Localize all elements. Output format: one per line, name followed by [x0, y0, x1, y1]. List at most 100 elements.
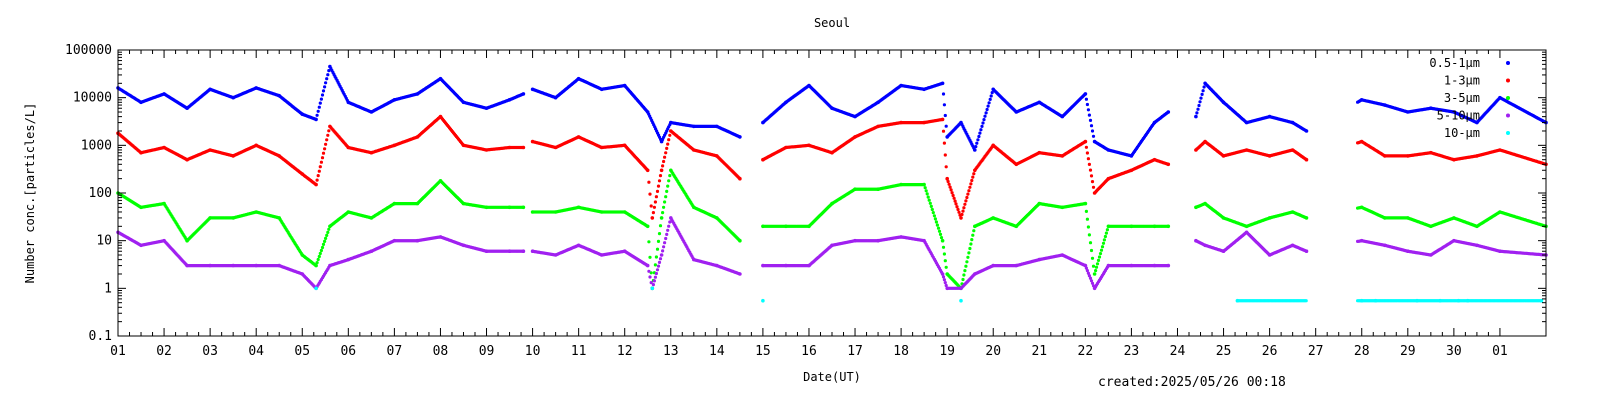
data-point [936, 226, 941, 230]
data-point [661, 164, 665, 168]
data-point [654, 255, 659, 259]
data-point [1085, 102, 1089, 107]
data-point [928, 201, 932, 205]
data-point [944, 124, 948, 128]
data-point [668, 133, 672, 137]
data-point [1088, 168, 1093, 172]
data-point [1220, 99, 1225, 103]
data-point [942, 252, 947, 256]
data-point [664, 151, 668, 155]
data-point [967, 251, 971, 255]
data-point [666, 228, 670, 232]
data-point [942, 103, 947, 107]
data-point [939, 236, 944, 240]
series-1 [116, 114, 1548, 220]
data-point [954, 202, 958, 206]
data-point [1194, 114, 1198, 119]
data-point [656, 264, 661, 268]
data-point [665, 189, 669, 193]
data-point [653, 275, 658, 279]
data-point [982, 118, 986, 122]
data-point [964, 264, 968, 268]
data-point [964, 199, 968, 203]
data-point [1084, 209, 1088, 213]
data-point [969, 242, 973, 246]
data-point [924, 189, 928, 193]
data-point [318, 251, 322, 256]
data-point [1088, 118, 1093, 122]
data-point [1085, 217, 1089, 221]
data-point [1104, 231, 1108, 235]
data-point [321, 89, 326, 93]
data-point [1086, 157, 1090, 161]
data-point [1087, 162, 1091, 166]
data-point [316, 257, 320, 262]
data-point [663, 155, 667, 159]
data-point [520, 145, 525, 150]
data-point [1086, 108, 1090, 112]
data-point [935, 223, 940, 227]
data-point [658, 224, 663, 228]
data-point [966, 192, 970, 196]
data-point [645, 263, 649, 267]
data-point [947, 182, 951, 186]
data-point [652, 279, 657, 283]
data-point [659, 253, 664, 257]
data-point [939, 118, 944, 122]
data-point [980, 124, 984, 128]
data-point [324, 142, 328, 146]
data-point [662, 245, 666, 249]
data-point [972, 172, 976, 176]
data-point [317, 105, 321, 109]
data-point [930, 207, 934, 212]
data-point [1092, 272, 1097, 276]
data-point [939, 82, 944, 86]
data-point [1303, 215, 1308, 220]
data-point [1100, 245, 1105, 249]
data-point [944, 283, 948, 288]
data-point [943, 113, 947, 118]
data-point [932, 214, 937, 218]
data-point [1197, 103, 1201, 108]
series-2 [116, 168, 1548, 291]
data-point [663, 200, 667, 204]
data-point [737, 176, 741, 180]
data-point [946, 179, 950, 184]
data-point [1089, 248, 1094, 253]
data-point [968, 185, 972, 189]
data-point [952, 196, 956, 200]
data-point [323, 239, 327, 243]
data-point [1089, 124, 1094, 128]
data-point [1102, 238, 1106, 242]
data-point [1084, 97, 1088, 101]
data-point [319, 97, 323, 101]
data-point [665, 146, 669, 150]
data-point [1200, 92, 1204, 96]
data-point [667, 179, 671, 183]
data-point [520, 205, 525, 209]
data-point [1085, 151, 1089, 155]
data-point [520, 92, 525, 96]
data-point [662, 159, 666, 164]
data-point [1090, 180, 1095, 184]
data-point [657, 260, 662, 264]
data-point [990, 91, 994, 95]
data-point [648, 192, 652, 196]
data-point [1198, 100, 1202, 104]
data-point [937, 229, 942, 233]
data-point [327, 69, 331, 73]
data-point [962, 206, 966, 210]
data-point [971, 175, 975, 179]
data-point [1165, 111, 1169, 115]
data-point [941, 129, 946, 133]
data-point [978, 131, 982, 135]
data-point [1165, 162, 1169, 166]
data-point [1151, 122, 1156, 126]
data-point [942, 278, 947, 282]
data-point [651, 211, 656, 215]
data-point [1088, 241, 1093, 245]
data-point [664, 236, 668, 241]
data-point [668, 123, 672, 127]
data-point [1097, 255, 1102, 259]
